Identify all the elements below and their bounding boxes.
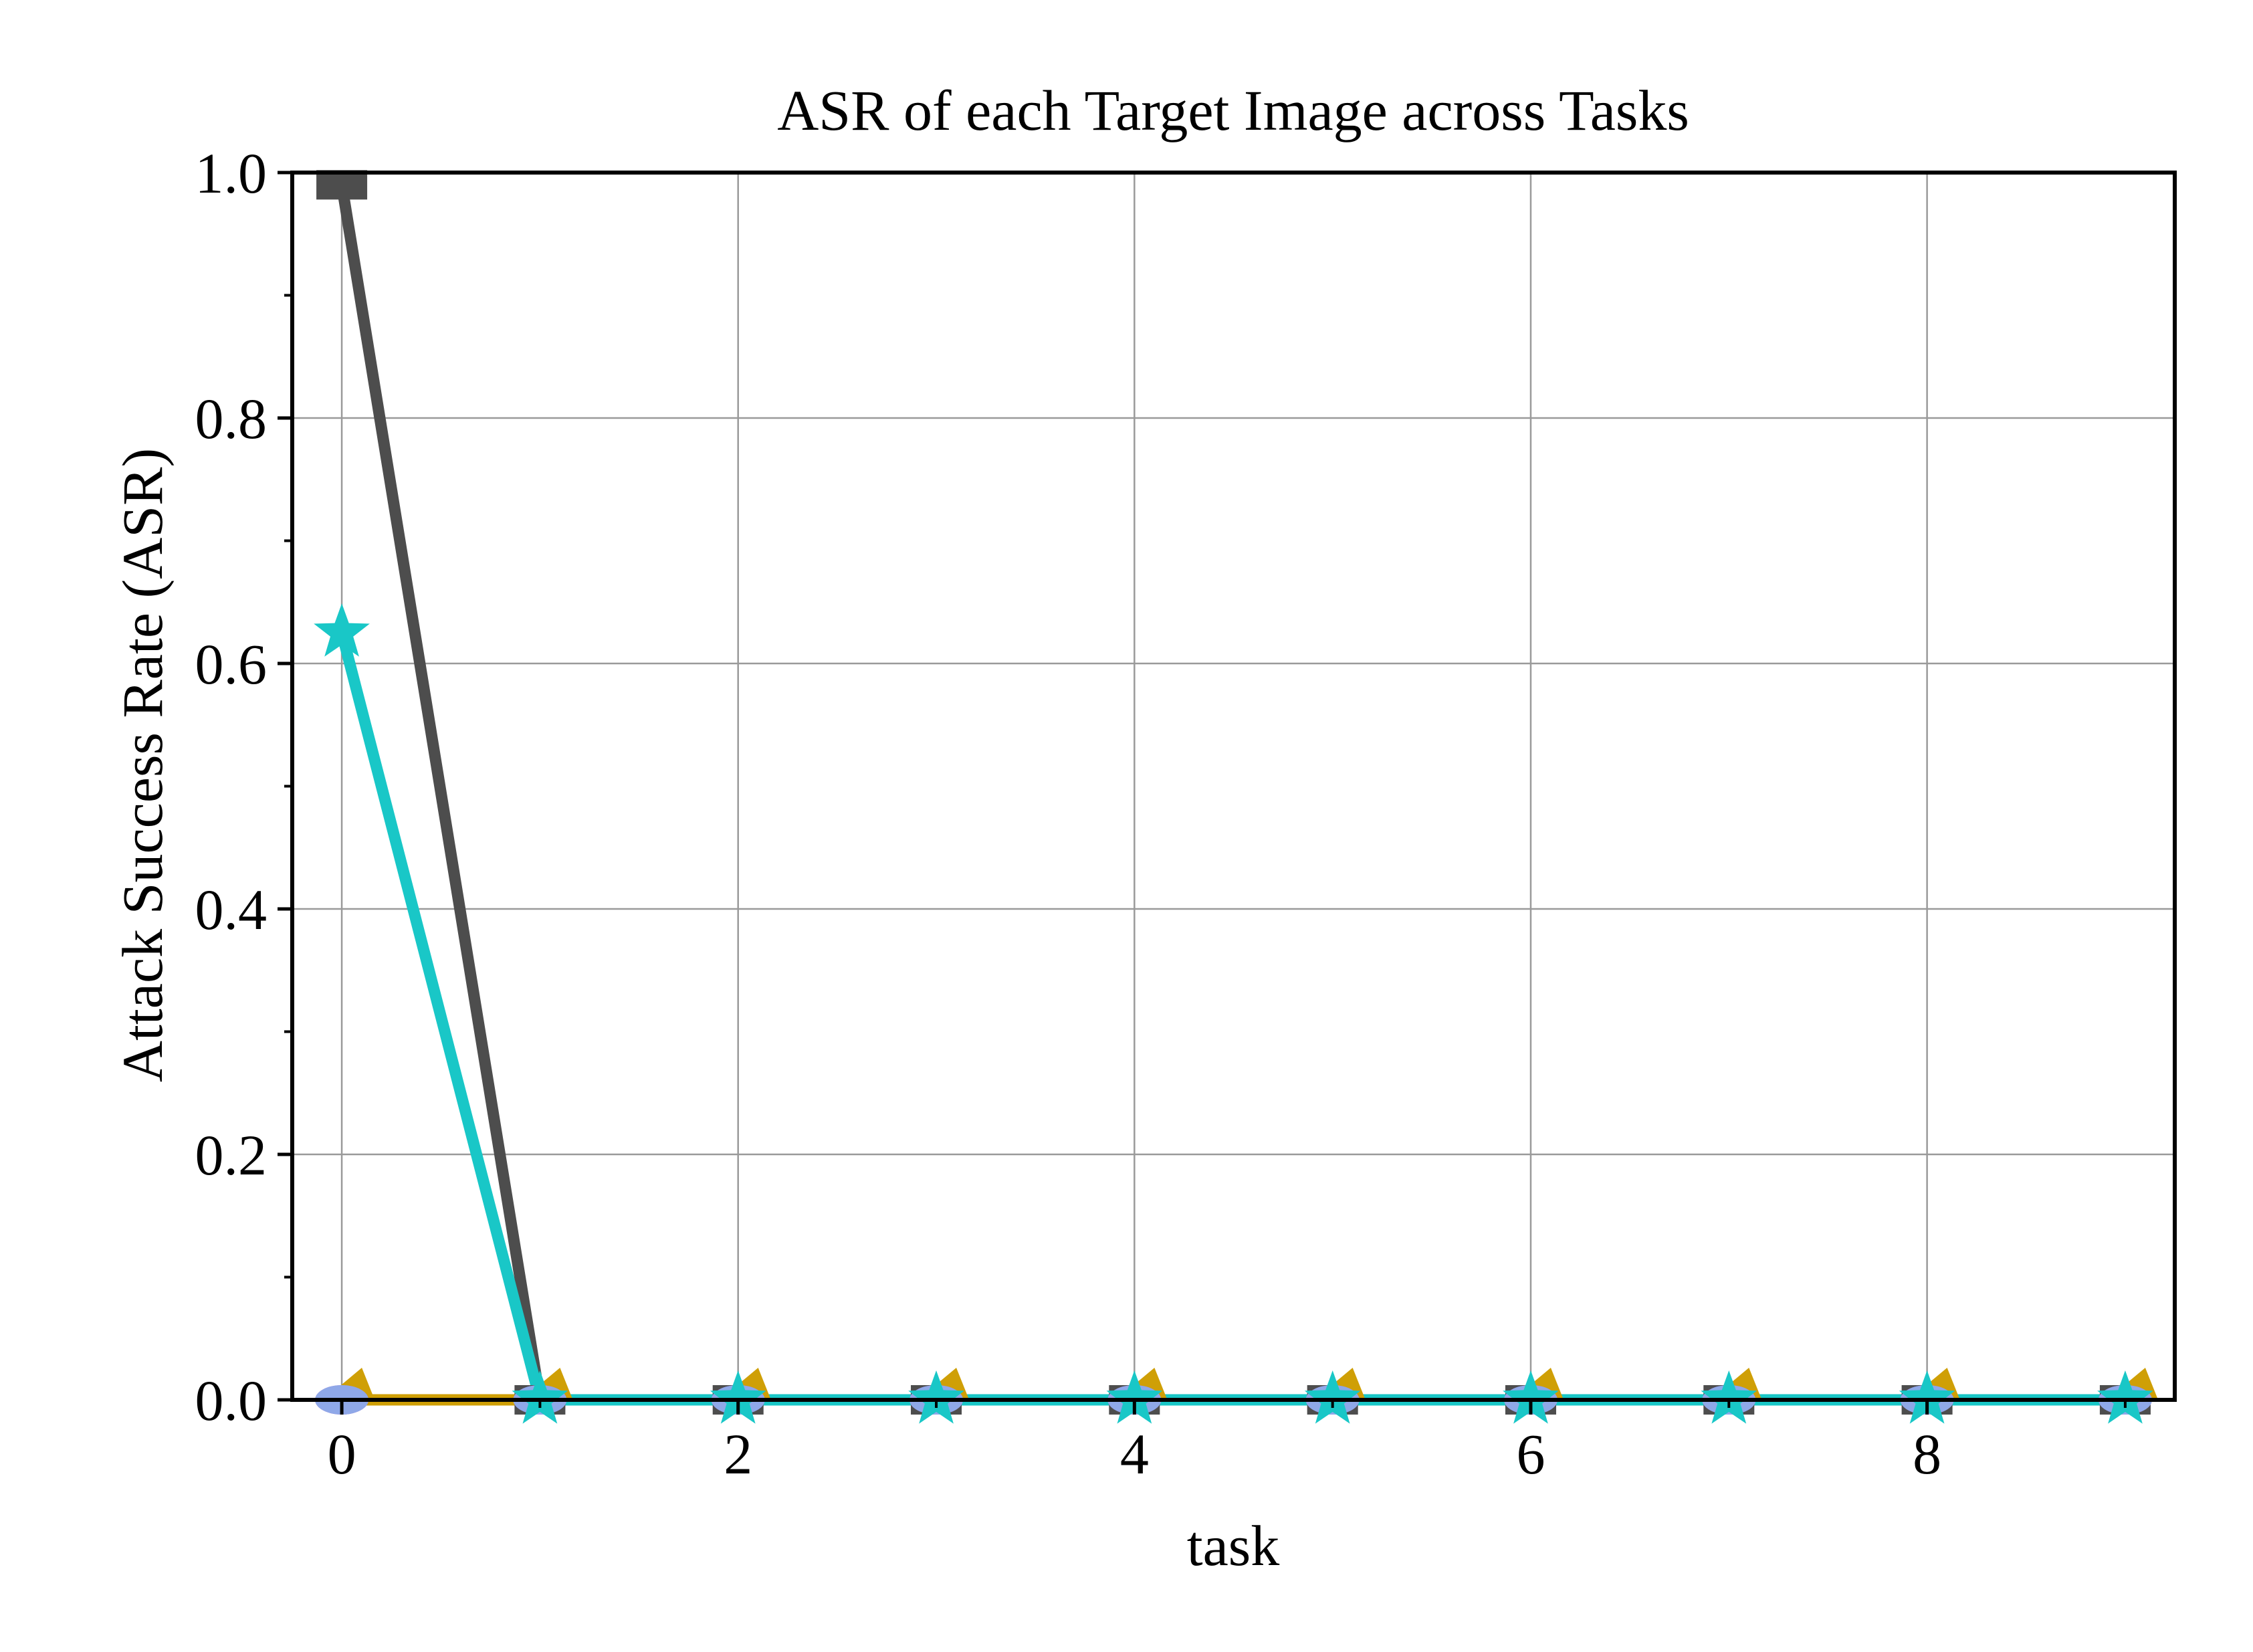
x-tick-label: 4 xyxy=(1120,1422,1149,1486)
data-point-square xyxy=(316,170,368,200)
y-axis-label: Attack Success Rate (ASR) xyxy=(110,448,175,1082)
y-tick-label: 0.8 xyxy=(195,387,267,451)
x-tick-label: 8 xyxy=(1913,1422,1941,1486)
x-tick-label: 6 xyxy=(1516,1422,1545,1486)
y-tick-label: 0.4 xyxy=(195,877,267,942)
y-tick-label: 0.0 xyxy=(195,1368,267,1433)
data-point-star xyxy=(1503,1370,1559,1424)
data-point-star xyxy=(314,603,370,657)
data-point-star xyxy=(512,1370,568,1424)
chart-title: ASR of each Target Image across Tasks xyxy=(777,78,1689,142)
y-tick-label: 0.6 xyxy=(195,632,267,696)
y-tick-label: 1.0 xyxy=(195,141,267,205)
data-point-star xyxy=(2097,1370,2153,1424)
data-point-star xyxy=(1701,1370,1757,1424)
data-point-star xyxy=(1106,1370,1163,1424)
axis-ticks: 0 2 4 6 8 0.0 0.2 0.4 0.6 0.8 1.0 xyxy=(195,141,2127,1486)
data-point-star xyxy=(1899,1370,1955,1424)
data-point-star xyxy=(710,1370,766,1424)
x-tick-label: 2 xyxy=(724,1422,752,1486)
data-point-star xyxy=(1304,1370,1361,1424)
y-tick-label: 0.2 xyxy=(195,1123,267,1187)
data-point-star xyxy=(908,1370,964,1424)
x-tick-label: 0 xyxy=(328,1422,356,1486)
x-axis-label: task xyxy=(1187,1514,1280,1578)
